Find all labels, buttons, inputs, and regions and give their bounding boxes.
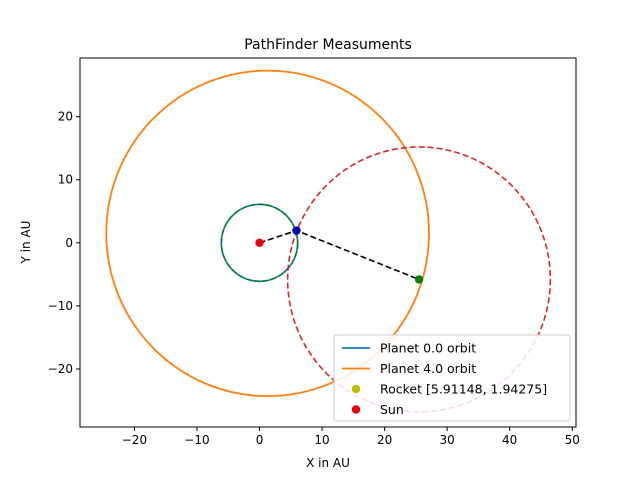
x-tick-label-4: 20 (377, 433, 392, 447)
y-tick-label-3: 10 (58, 173, 73, 187)
y-axis-label: Y in AU (19, 221, 33, 265)
legend: Planet 0.0 orbit Planet 4.0 orbit Rocket [… (333, 334, 571, 422)
x-axis-label: X in AU (306, 456, 350, 470)
y-tick-label-2: 0 (65, 236, 73, 250)
point-marker-1 (255, 238, 264, 248)
inner-orbit-dashed-overlay (220, 203, 299, 282)
legend-label-1: Planet 4.0 orbit (380, 361, 476, 376)
x-tick-label-7: 50 (565, 433, 580, 447)
legend-box (333, 334, 571, 422)
y-tick-label-4: 20 (58, 110, 73, 124)
orbit-line-1 (105, 69, 430, 397)
legend-marker-2 (351, 384, 361, 394)
x-tick-label-6: 40 (502, 433, 517, 447)
x-tick-label-3: 10 (314, 433, 329, 447)
legend-marker-3 (351, 405, 361, 414)
x-tick-label-2: 0 (256, 433, 264, 447)
target-planet-marker (414, 275, 424, 284)
x-tick-label-5: 30 (440, 433, 455, 447)
x-tick-label-0: −20 (122, 433, 147, 447)
rocket-position-marker (292, 226, 301, 235)
axis-ticks: −20 −10 0 10 20 30 40 50 −20 −10 0 10 20 (48, 110, 580, 447)
x-tick-label-1: −10 (184, 433, 209, 447)
legend-label-2: Rocket [5.91148, 1.94275] (380, 382, 547, 397)
legend-label-3: Sun (380, 402, 404, 417)
legend-label-0: Planet 0.0 orbit (380, 341, 476, 356)
y-tick-label-1: −10 (48, 299, 73, 313)
chart-title: PathFinder Measuments (244, 37, 412, 53)
y-tick-label-0: −20 (48, 362, 73, 376)
